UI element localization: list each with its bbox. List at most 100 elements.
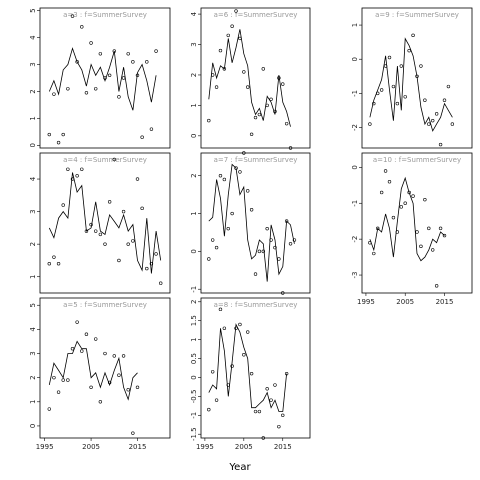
data-point bbox=[273, 109, 277, 114]
data-point bbox=[269, 238, 273, 242]
data-point bbox=[411, 194, 415, 198]
panel-label: a=10 : f=SummerSurvey bbox=[373, 156, 461, 164]
data-point bbox=[56, 140, 61, 145]
data-point bbox=[284, 121, 289, 126]
y-tick-label: 0 bbox=[190, 375, 198, 379]
data-point bbox=[140, 135, 144, 139]
data-point bbox=[246, 189, 250, 193]
data-point bbox=[218, 174, 223, 178]
panel-label: a=3 : f=SummerSurvey bbox=[63, 11, 147, 19]
panel-label: a=9 : f=SummerSurvey bbox=[375, 11, 459, 19]
y-tick-label: -3 bbox=[351, 272, 359, 279]
panel-label: a=6 : f=SummerSurvey bbox=[214, 11, 298, 19]
data-point bbox=[214, 398, 219, 402]
panel: a=3 : f=SummerSurvey 0 1 2 3 4 5 bbox=[29, 7, 171, 149]
data-point bbox=[265, 226, 269, 231]
data-point bbox=[52, 92, 56, 96]
x-tick-label: 2005 bbox=[235, 443, 253, 451]
data-point bbox=[261, 67, 265, 71]
data-point bbox=[103, 242, 107, 246]
data-point bbox=[234, 166, 238, 170]
data-point bbox=[210, 370, 215, 374]
y-tick-label: -0.5 bbox=[190, 390, 198, 404]
x-tick-label: 1995 bbox=[357, 298, 375, 306]
data-point bbox=[442, 233, 447, 238]
data-point bbox=[415, 74, 419, 78]
data-point bbox=[89, 385, 93, 390]
y-tick-label: 2 bbox=[190, 173, 198, 177]
x-tick-label: 2015 bbox=[129, 443, 147, 451]
data-point bbox=[261, 249, 265, 254]
data-point bbox=[66, 167, 70, 171]
data-point bbox=[403, 201, 407, 205]
data-point bbox=[80, 349, 84, 353]
data-point bbox=[423, 98, 427, 102]
data-point bbox=[207, 257, 211, 261]
data-point bbox=[230, 24, 234, 28]
data-point bbox=[246, 85, 250, 89]
data-point bbox=[284, 371, 289, 376]
data-point bbox=[75, 174, 79, 178]
data-point bbox=[292, 238, 297, 242]
data-point bbox=[265, 103, 269, 108]
data-point bbox=[126, 388, 130, 392]
data-point bbox=[431, 248, 435, 252]
data-point bbox=[253, 272, 258, 276]
data-point bbox=[226, 226, 230, 231]
data-point bbox=[159, 281, 163, 285]
data-point bbox=[226, 383, 230, 387]
data-point bbox=[131, 431, 135, 435]
data-point bbox=[288, 242, 293, 246]
data-point bbox=[368, 241, 372, 245]
data-point bbox=[75, 320, 79, 324]
y-tick-label: 2 bbox=[29, 89, 37, 93]
data-point bbox=[387, 55, 392, 60]
y-tick-label: -1 bbox=[351, 90, 359, 97]
data-point bbox=[126, 242, 130, 246]
data-point bbox=[222, 326, 227, 330]
data-point bbox=[103, 351, 107, 356]
data-point bbox=[222, 67, 227, 71]
data-point bbox=[145, 266, 149, 271]
data-point bbox=[52, 255, 56, 259]
data-point bbox=[52, 375, 56, 380]
data-point bbox=[423, 197, 427, 202]
data-point bbox=[383, 169, 388, 173]
y-tick-label: 1.5 bbox=[190, 315, 198, 326]
data-point bbox=[112, 157, 116, 162]
data-point bbox=[47, 261, 51, 266]
data-point bbox=[246, 330, 250, 334]
data-point bbox=[238, 170, 242, 174]
x-axis-label: Year bbox=[228, 462, 251, 473]
data-point bbox=[395, 230, 400, 234]
panel: a=7 : f=SummerSurvey -1 0 1 2 bbox=[190, 151, 311, 295]
data-point bbox=[242, 353, 246, 357]
data-point bbox=[80, 25, 84, 29]
data-point bbox=[207, 118, 211, 123]
series-line bbox=[48, 172, 162, 274]
data-point bbox=[94, 337, 98, 341]
data-point bbox=[407, 190, 411, 195]
data-point bbox=[112, 354, 116, 358]
data-point bbox=[218, 307, 223, 312]
panel-label: a=7 : f=SummerSurvey bbox=[214, 156, 298, 164]
data-point bbox=[135, 177, 140, 181]
panel: a=8 : f=SummerSurvey -1.5 -1 -0.5 0 0.5 1 1.5 2 1… bbox=[190, 297, 311, 451]
panel-frame bbox=[200, 152, 311, 294]
data-point bbox=[140, 206, 144, 211]
data-point bbox=[107, 200, 112, 204]
data-point bbox=[149, 127, 154, 131]
y-tick-label: 2 bbox=[29, 242, 37, 246]
data-point bbox=[117, 95, 121, 99]
data-point bbox=[281, 413, 285, 417]
data-point bbox=[284, 219, 289, 223]
data-point bbox=[154, 49, 158, 53]
data-point bbox=[277, 76, 281, 80]
data-point bbox=[399, 64, 403, 68]
data-point bbox=[257, 249, 262, 254]
data-point bbox=[84, 332, 89, 336]
data-point bbox=[257, 112, 262, 117]
y-tick-label: 1 bbox=[190, 103, 198, 107]
data-point bbox=[419, 64, 423, 68]
